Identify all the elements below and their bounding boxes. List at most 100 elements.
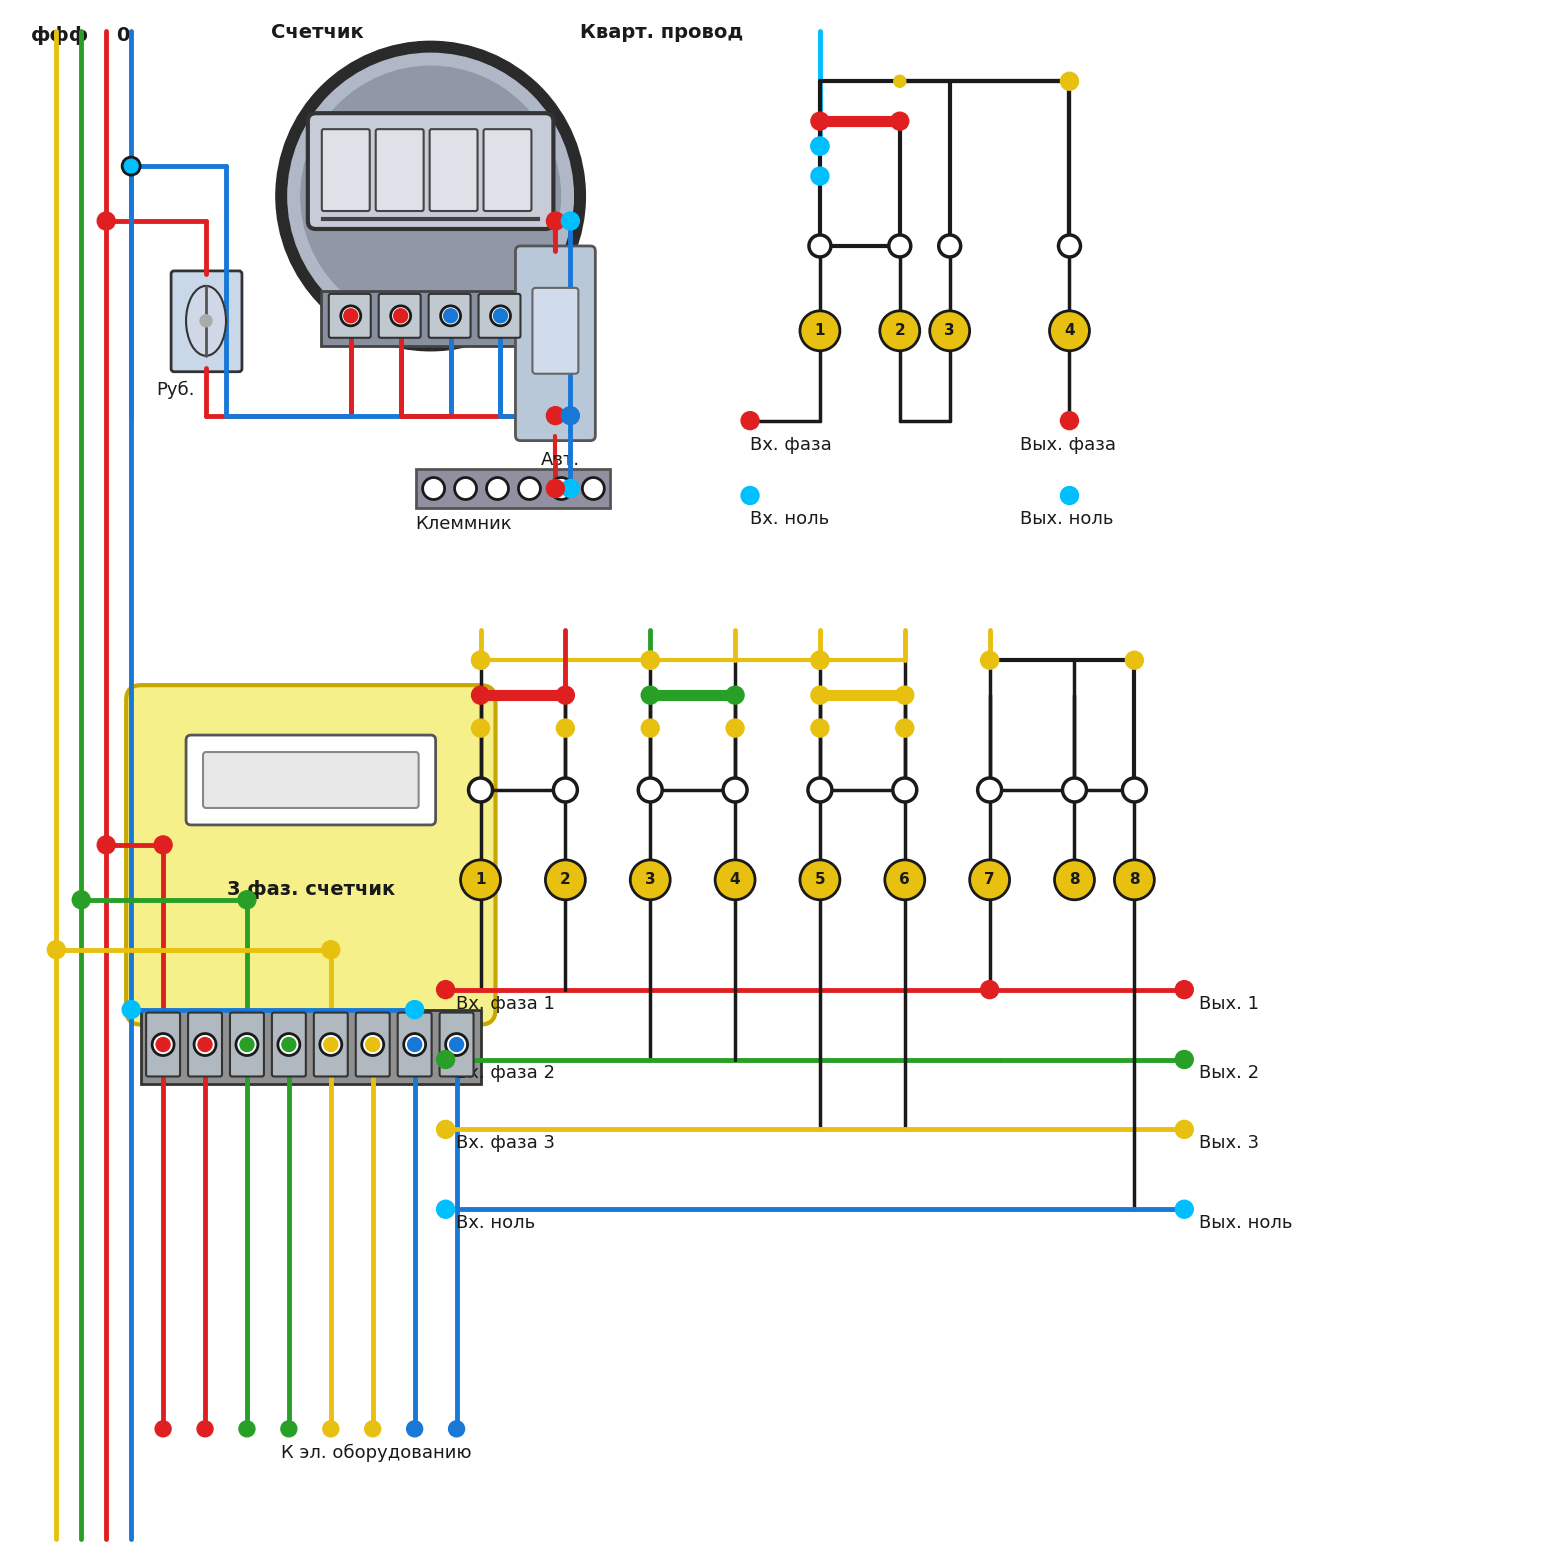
Circle shape <box>278 1033 300 1055</box>
Circle shape <box>638 777 661 802</box>
FancyBboxPatch shape <box>271 1013 306 1077</box>
Circle shape <box>423 478 445 500</box>
Text: 4: 4 <box>1064 323 1075 339</box>
Circle shape <box>407 1421 423 1436</box>
Circle shape <box>198 1038 212 1052</box>
Circle shape <box>641 687 660 704</box>
Circle shape <box>811 167 828 186</box>
FancyBboxPatch shape <box>203 752 418 809</box>
Circle shape <box>239 1421 254 1436</box>
Text: Счетчик: Счетчик <box>271 23 363 42</box>
Circle shape <box>301 66 560 326</box>
Circle shape <box>1175 1051 1193 1068</box>
Circle shape <box>800 860 839 899</box>
FancyBboxPatch shape <box>186 735 435 824</box>
FancyBboxPatch shape <box>479 293 521 337</box>
Circle shape <box>741 487 760 504</box>
Circle shape <box>1122 777 1147 802</box>
Circle shape <box>641 720 660 737</box>
Circle shape <box>471 720 490 737</box>
Circle shape <box>193 1033 215 1055</box>
FancyBboxPatch shape <box>314 1013 348 1077</box>
Text: 8: 8 <box>1129 873 1140 887</box>
Circle shape <box>546 479 565 498</box>
Circle shape <box>236 1033 257 1055</box>
Circle shape <box>811 651 828 670</box>
Circle shape <box>449 1421 465 1436</box>
Circle shape <box>1055 860 1095 899</box>
Circle shape <box>808 777 831 802</box>
Text: 8: 8 <box>1069 873 1080 887</box>
Circle shape <box>468 777 493 802</box>
Text: 2: 2 <box>560 873 571 887</box>
Circle shape <box>490 306 510 326</box>
Circle shape <box>122 158 140 175</box>
Circle shape <box>811 687 828 704</box>
Circle shape <box>390 306 410 326</box>
Circle shape <box>324 1038 339 1052</box>
Text: Вх. ноль: Вх. ноль <box>456 1214 535 1232</box>
Text: 1: 1 <box>476 873 485 887</box>
Circle shape <box>930 311 970 351</box>
Text: 6: 6 <box>900 873 909 887</box>
Circle shape <box>197 1421 214 1436</box>
Circle shape <box>1061 487 1078 504</box>
Text: 5: 5 <box>814 873 825 887</box>
FancyBboxPatch shape <box>440 1013 474 1077</box>
FancyBboxPatch shape <box>321 130 370 211</box>
Circle shape <box>47 941 66 958</box>
Circle shape <box>1061 412 1078 429</box>
Circle shape <box>239 891 256 909</box>
Circle shape <box>200 315 212 326</box>
Circle shape <box>562 407 579 425</box>
Circle shape <box>153 1033 175 1055</box>
Circle shape <box>1175 1121 1193 1138</box>
Circle shape <box>714 860 755 899</box>
Circle shape <box>546 212 565 229</box>
Circle shape <box>321 941 340 958</box>
Circle shape <box>885 860 925 899</box>
Circle shape <box>557 687 574 704</box>
Circle shape <box>460 860 501 899</box>
Circle shape <box>978 777 1002 802</box>
Text: Вых. ноль: Вых. ноль <box>1200 1214 1293 1232</box>
Text: Вых. 1: Вых. 1 <box>1200 994 1259 1013</box>
Circle shape <box>557 720 574 737</box>
Circle shape <box>562 212 579 229</box>
Circle shape <box>443 309 457 323</box>
Circle shape <box>1175 980 1193 999</box>
Circle shape <box>446 1033 468 1055</box>
Circle shape <box>1062 777 1086 802</box>
Circle shape <box>724 777 747 802</box>
Text: Вх. фаза: Вх. фаза <box>750 436 831 454</box>
FancyBboxPatch shape <box>140 1010 480 1085</box>
Text: Авт.: Авт. <box>540 451 580 468</box>
FancyBboxPatch shape <box>429 130 477 211</box>
Circle shape <box>892 777 917 802</box>
Circle shape <box>811 651 828 670</box>
Circle shape <box>546 407 565 425</box>
FancyBboxPatch shape <box>329 293 371 337</box>
Circle shape <box>891 112 909 130</box>
FancyBboxPatch shape <box>376 130 424 211</box>
Circle shape <box>1061 72 1078 91</box>
Circle shape <box>471 687 490 704</box>
Circle shape <box>122 1001 140 1019</box>
Circle shape <box>880 311 920 351</box>
Circle shape <box>741 412 760 429</box>
Circle shape <box>449 1038 463 1052</box>
Circle shape <box>981 651 998 670</box>
Text: 4: 4 <box>730 873 741 887</box>
FancyBboxPatch shape <box>189 1013 222 1077</box>
FancyBboxPatch shape <box>126 685 496 1024</box>
Text: 2: 2 <box>894 323 905 339</box>
Circle shape <box>889 236 911 258</box>
Text: Вх. фаза 3: Вх. фаза 3 <box>456 1135 554 1152</box>
Circle shape <box>97 835 115 854</box>
FancyBboxPatch shape <box>147 1013 179 1077</box>
Circle shape <box>811 137 828 155</box>
Circle shape <box>323 1421 339 1436</box>
Circle shape <box>362 1033 384 1055</box>
Circle shape <box>365 1421 381 1436</box>
Circle shape <box>1050 311 1089 351</box>
